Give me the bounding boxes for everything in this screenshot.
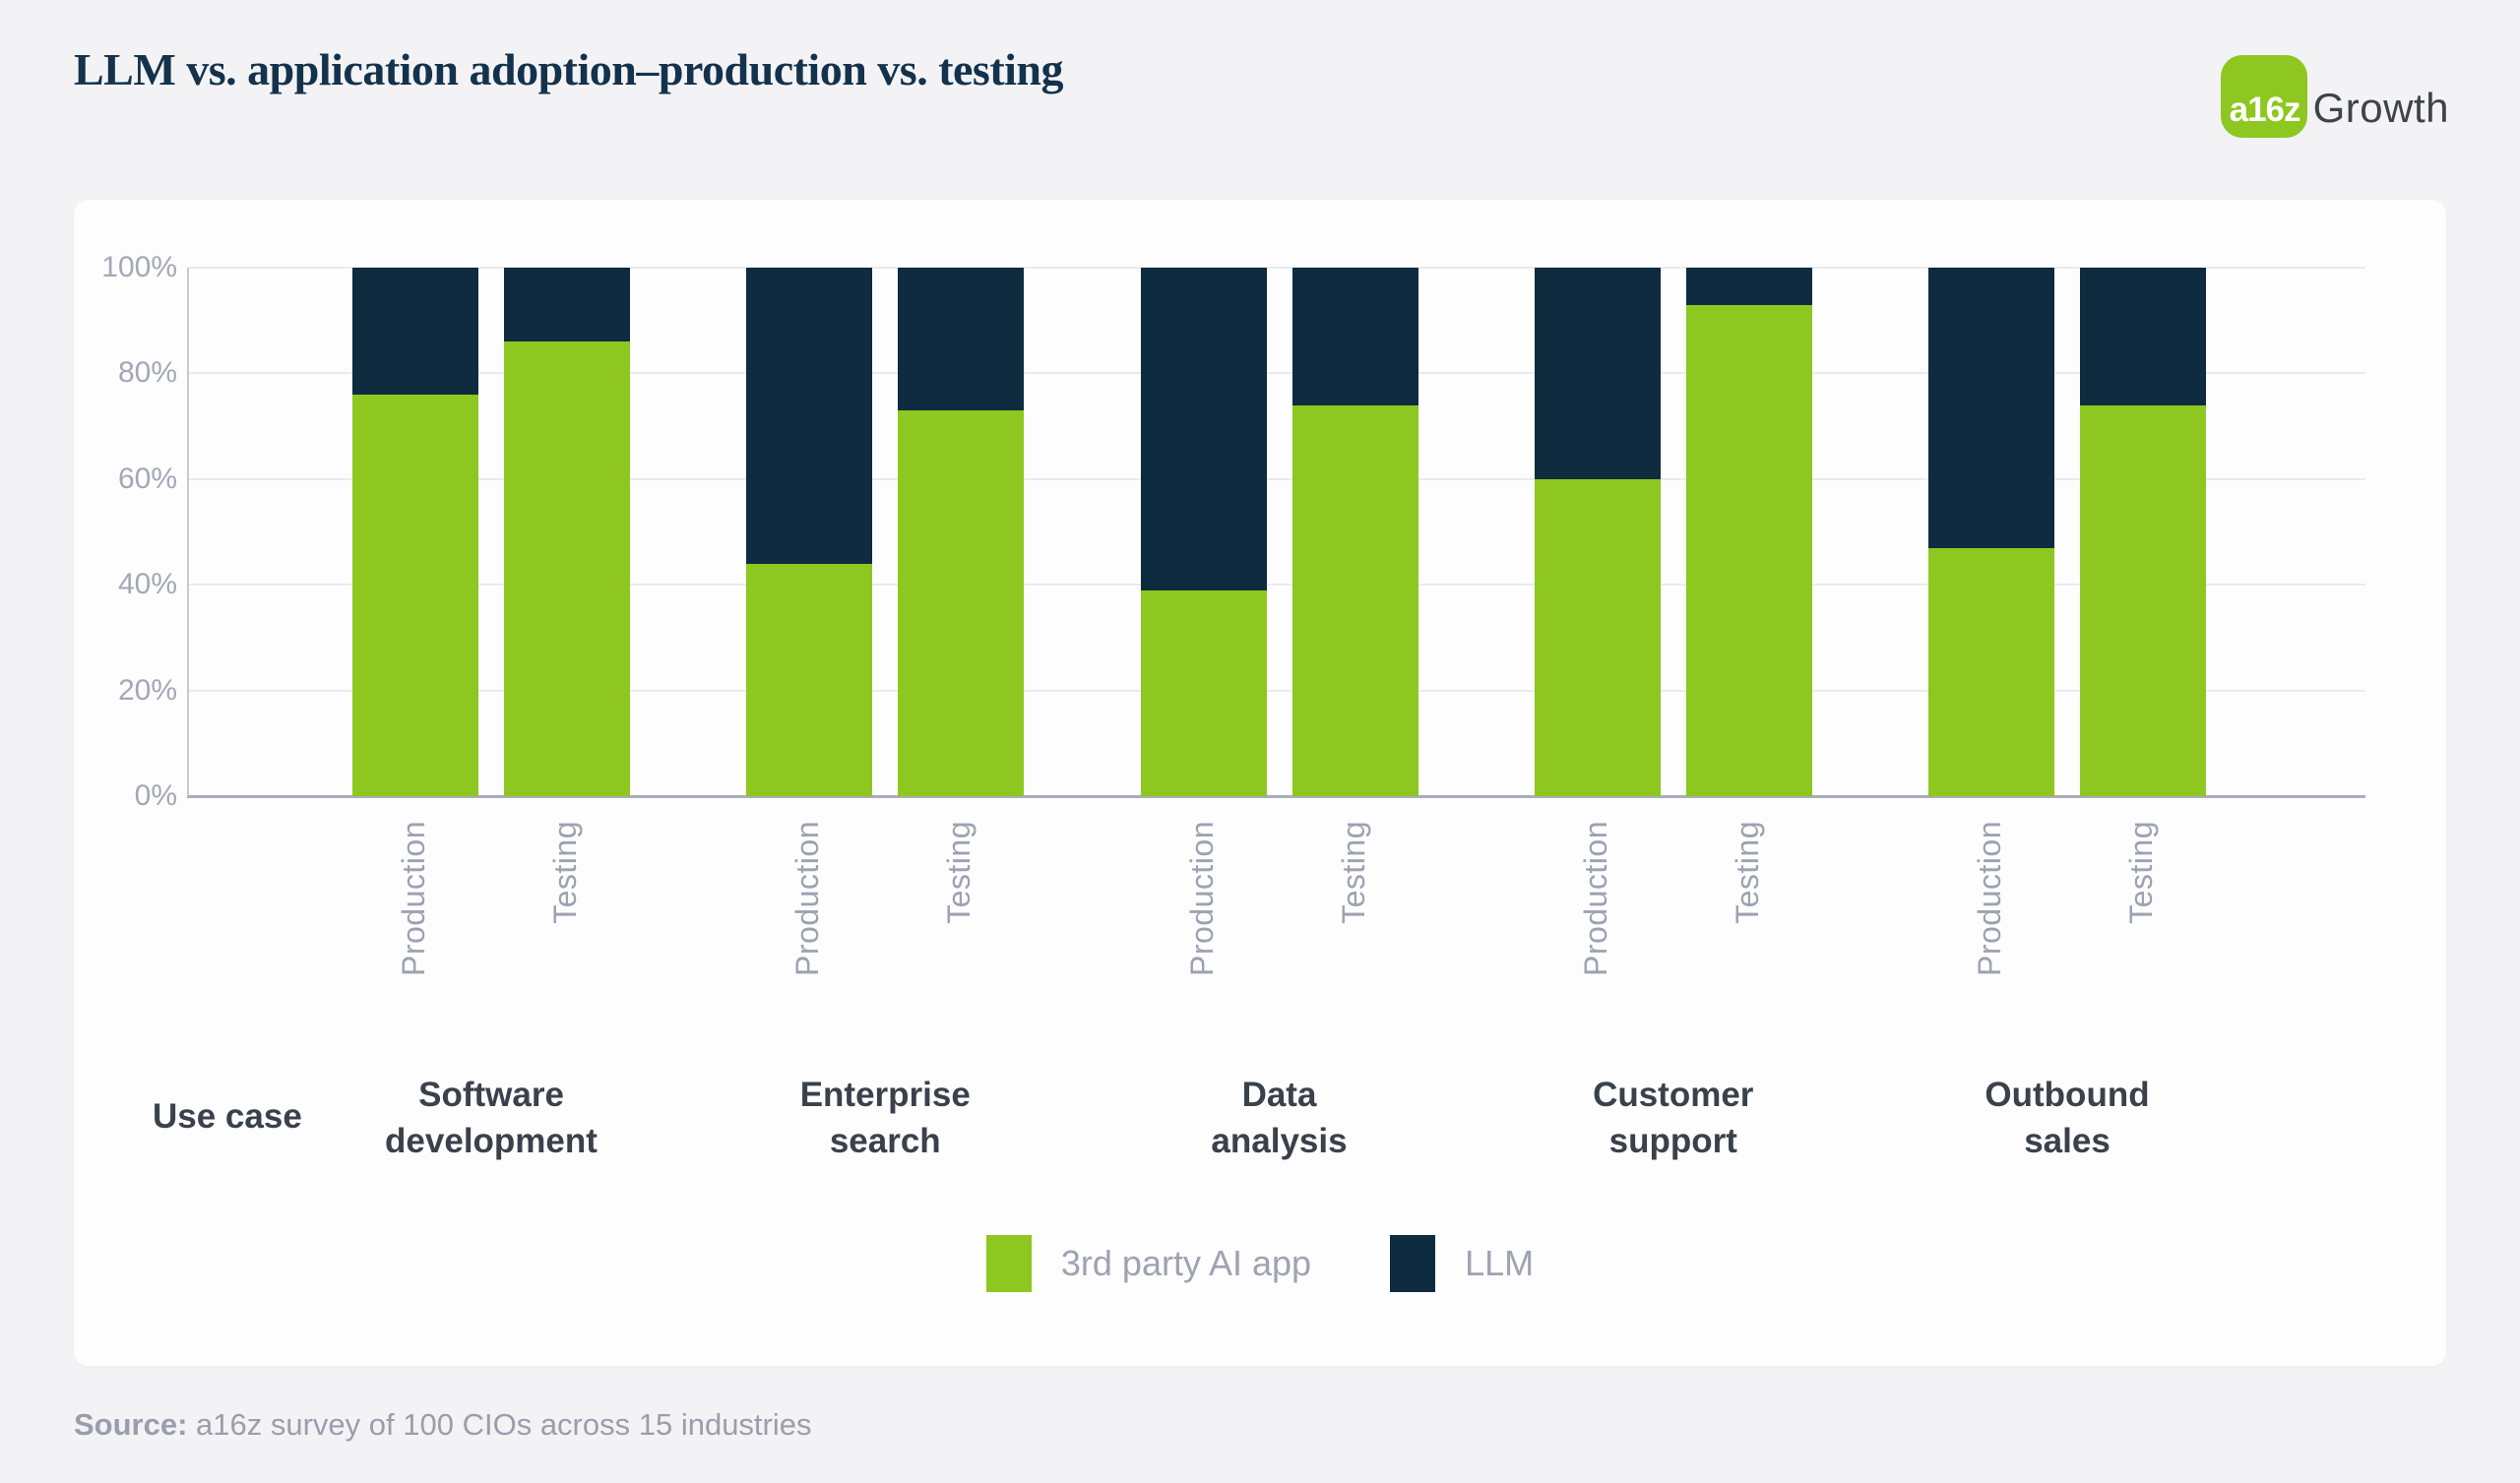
bar-segment-llm bbox=[898, 268, 1025, 410]
y-tick-label-100: 100% bbox=[101, 251, 177, 283]
bar-segment-llm bbox=[2080, 268, 2206, 405]
y-axis-line bbox=[187, 268, 189, 796]
bar-segment-3rd-party-ai-app bbox=[1292, 404, 1418, 796]
x-tick-label-production: Production bbox=[789, 821, 826, 976]
legend-label: LLM bbox=[1465, 1243, 1535, 1283]
legend-item: LLM bbox=[1390, 1235, 1534, 1292]
bar-segment-llm bbox=[1685, 268, 1812, 305]
use-case-axis-label: Use case bbox=[153, 1097, 302, 1136]
source-note: Source: a16z survey of 100 CIOs across 1… bbox=[74, 1407, 812, 1443]
bar-segment-3rd-party-ai-app bbox=[1534, 478, 1661, 796]
x-tick-label-testing: Testing bbox=[2123, 821, 2159, 924]
bar-segment-3rd-party-ai-app bbox=[1685, 304, 1812, 796]
bar-segment-3rd-party-ai-app bbox=[352, 394, 478, 796]
a16z-logo-text: a16z bbox=[2229, 91, 2301, 129]
x-tick-label-production: Production bbox=[396, 821, 431, 976]
x-tick-label-testing: Testing bbox=[941, 821, 977, 924]
gridline-60 bbox=[187, 477, 2365, 480]
x-tick-label-testing: Testing bbox=[547, 821, 583, 924]
bar-segment-llm bbox=[1140, 268, 1267, 590]
category-label: Customer support bbox=[1593, 1076, 1754, 1160]
gridline-100 bbox=[187, 267, 2365, 269]
bar-segment-llm bbox=[1928, 268, 2054, 548]
y-tick-label-20: 20% bbox=[117, 673, 177, 707]
gridline-80 bbox=[187, 372, 2365, 375]
legend-swatch-llm bbox=[1390, 1235, 1436, 1292]
bar-segment-3rd-party-ai-app bbox=[504, 341, 630, 796]
bar-segment-llm bbox=[352, 268, 478, 395]
bar-segment-llm bbox=[1534, 268, 1661, 479]
bar-segment-3rd-party-ai-app bbox=[898, 409, 1025, 796]
x-tick-label-production: Production bbox=[1972, 821, 2007, 976]
category-label: Data analysis bbox=[1211, 1076, 1348, 1160]
gridline-20 bbox=[187, 689, 2365, 692]
bar-segment-3rd-party-ai-app bbox=[2080, 404, 2206, 796]
page-title: LLM vs. application adoption–production … bbox=[74, 44, 1064, 94]
a16z-logo-badge: a16z bbox=[2220, 55, 2307, 138]
bar-segment-3rd-party-ai-app bbox=[746, 563, 873, 796]
x-tick-label-production: Production bbox=[1183, 821, 1220, 976]
source-label: Source: bbox=[74, 1407, 188, 1442]
chart-card: 0% 20% 40% 60% 80% 100% Production Testing Softw… bbox=[74, 200, 2446, 1366]
category-label: Enterprise search bbox=[799, 1076, 971, 1160]
bar-segment-3rd-party-ai-app bbox=[1140, 589, 1267, 796]
bar-segment-llm bbox=[746, 268, 873, 564]
source-text: a16z survey of 100 CIOs across 15 indust… bbox=[187, 1407, 812, 1442]
x-axis-line bbox=[187, 795, 2365, 798]
legend-swatch-app bbox=[985, 1235, 1032, 1292]
y-tick-label-40: 40% bbox=[117, 568, 177, 601]
y-tick-label-60: 60% bbox=[117, 462, 177, 495]
y-tick-label-0: 0% bbox=[134, 779, 177, 812]
bar-segment-llm bbox=[1292, 268, 1418, 405]
category-label: Software development bbox=[385, 1076, 598, 1160]
category-label: Outbound sales bbox=[1984, 1076, 2150, 1160]
x-tick-label-production: Production bbox=[1577, 821, 1613, 976]
x-tick-label-testing: Testing bbox=[1729, 821, 1765, 924]
logo-wordmark: Growth bbox=[2312, 85, 2449, 131]
bar-segment-3rd-party-ai-app bbox=[1928, 547, 2054, 796]
gridline-40 bbox=[187, 584, 2365, 587]
legend-item: 3rd party AI app bbox=[985, 1235, 1312, 1292]
x-tick-label-testing: Testing bbox=[1335, 821, 1371, 924]
chart-legend: 3rd party AI app LLM bbox=[74, 1235, 2446, 1292]
y-tick-label-80: 80% bbox=[117, 356, 177, 390]
bar-segment-llm bbox=[504, 268, 630, 342]
a16z-growth-logo: a16z Growth bbox=[2220, 55, 2449, 138]
legend-label: 3rd party AI app bbox=[1060, 1243, 1312, 1283]
